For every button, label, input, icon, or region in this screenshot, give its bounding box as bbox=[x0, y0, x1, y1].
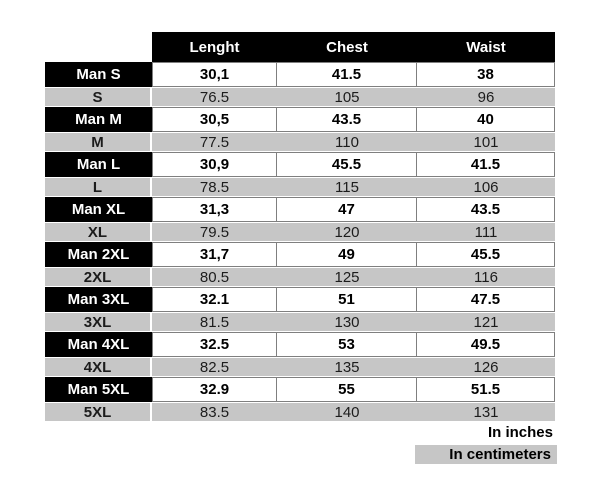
column-header-waist: Waist bbox=[466, 38, 506, 56]
size-table-body: Man S 30,1 41.5 38 S 76.5 105 96 Man M 30,5 43.5 40… bbox=[45, 62, 555, 421]
value-cell: 41.5 bbox=[417, 152, 555, 177]
value-cell: 45.5 bbox=[417, 242, 555, 267]
table-row-centimeters: XL 79.5 120 111 bbox=[45, 223, 555, 241]
value-cell: 116 bbox=[417, 268, 555, 286]
value-cell: 80.5 bbox=[152, 268, 277, 286]
value-cell: 82.5 bbox=[152, 358, 277, 376]
row-label: Man 3XL bbox=[45, 287, 152, 312]
table-row-centimeters: 5XL 83.5 140 131 bbox=[45, 403, 555, 421]
value-cell: 121 bbox=[417, 313, 555, 331]
table-row-centimeters: 2XL 80.5 125 116 bbox=[45, 268, 555, 286]
value-cell: 81.5 bbox=[152, 313, 277, 331]
value-cell: 31,7 bbox=[152, 242, 277, 267]
value-cell: 49 bbox=[277, 242, 417, 267]
value-cell: 140 bbox=[277, 403, 417, 421]
value-cell: 106 bbox=[417, 178, 555, 196]
row-label: 5XL bbox=[45, 403, 150, 421]
value-cell: 32.9 bbox=[152, 377, 277, 402]
row-label: 4XL bbox=[45, 358, 150, 376]
value-cell: 45.5 bbox=[277, 152, 417, 177]
row-label: Man 2XL bbox=[45, 242, 152, 267]
value-cell: 32.1 bbox=[152, 287, 277, 312]
table-row-inches: Man L 30,9 45.5 41.5 bbox=[45, 152, 555, 177]
legend-inches: In inches bbox=[487, 424, 553, 441]
value-cell: 77.5 bbox=[152, 133, 277, 151]
column-header-length: Lenght bbox=[189, 38, 240, 56]
row-label: M bbox=[45, 133, 150, 151]
value-cell: 105 bbox=[277, 88, 417, 106]
table-row-centimeters: L 78.5 115 106 bbox=[45, 178, 555, 196]
table-row-centimeters: 4XL 82.5 135 126 bbox=[45, 358, 555, 376]
value-cell: 49.5 bbox=[417, 332, 555, 357]
row-label: Man XL bbox=[45, 197, 152, 222]
value-cell: 30,1 bbox=[152, 62, 277, 87]
value-cell: 125 bbox=[277, 268, 417, 286]
value-cell: 130 bbox=[277, 313, 417, 331]
value-cell: 126 bbox=[417, 358, 555, 376]
value-cell: 101 bbox=[417, 133, 555, 151]
value-cell: 43.5 bbox=[277, 107, 417, 132]
header-bar: Lenght Chest Waist bbox=[152, 32, 555, 62]
value-cell: 79.5 bbox=[152, 223, 277, 241]
value-cell: 43.5 bbox=[417, 197, 555, 222]
row-label: XL bbox=[45, 223, 150, 241]
row-label: 2XL bbox=[45, 268, 150, 286]
value-cell: 51.5 bbox=[417, 377, 555, 402]
column-header-chest: Chest bbox=[326, 38, 368, 56]
value-cell: 135 bbox=[277, 358, 417, 376]
value-cell: 76.5 bbox=[152, 88, 277, 106]
value-cell: 96 bbox=[417, 88, 555, 106]
value-cell: 47.5 bbox=[417, 287, 555, 312]
table-row-inches: Man 3XL 32.1 51 47.5 bbox=[45, 287, 555, 312]
value-cell: 110 bbox=[277, 133, 417, 151]
value-cell: 38 bbox=[417, 62, 555, 87]
table-row-inches: Man 4XL 32.5 53 49.5 bbox=[45, 332, 555, 357]
row-label: 3XL bbox=[45, 313, 150, 331]
value-cell: 47 bbox=[277, 197, 417, 222]
size-table: Lenght Chest Waist Man S 30,1 41.5 38 S 76.5 1… bbox=[45, 32, 555, 422]
row-label: Man S bbox=[45, 62, 152, 87]
table-row-inches: Man S 30,1 41.5 38 bbox=[45, 62, 555, 87]
value-cell: 30,9 bbox=[152, 152, 277, 177]
value-cell: 30,5 bbox=[152, 107, 277, 132]
header-spacer bbox=[45, 32, 152, 62]
table-row-centimeters: S 76.5 105 96 bbox=[45, 88, 555, 106]
table-row-inches: Man 5XL 32.9 55 51.5 bbox=[45, 377, 555, 402]
table-row-inches: Man 2XL 31,7 49 45.5 bbox=[45, 242, 555, 267]
value-cell: 31,3 bbox=[152, 197, 277, 222]
legend: In inches In centimeters bbox=[45, 423, 557, 464]
row-label: Man M bbox=[45, 107, 152, 132]
value-cell: 41.5 bbox=[277, 62, 417, 87]
value-cell: 131 bbox=[417, 403, 555, 421]
row-label: Man 5XL bbox=[45, 377, 152, 402]
legend-centimeters: In centimeters bbox=[415, 445, 557, 464]
row-label: Man L bbox=[45, 152, 152, 177]
row-label: S bbox=[45, 88, 150, 106]
value-cell: 51 bbox=[277, 287, 417, 312]
value-cell: 55 bbox=[277, 377, 417, 402]
table-header-row: Lenght Chest Waist bbox=[45, 32, 555, 62]
value-cell: 115 bbox=[277, 178, 417, 196]
table-row-centimeters: M 77.5 110 101 bbox=[45, 133, 555, 151]
row-label: Man 4XL bbox=[45, 332, 152, 357]
table-row-inches: Man XL 31,3 47 43.5 bbox=[45, 197, 555, 222]
table-row-inches: Man M 30,5 43.5 40 bbox=[45, 107, 555, 132]
value-cell: 111 bbox=[417, 223, 555, 241]
value-cell: 78.5 bbox=[152, 178, 277, 196]
value-cell: 53 bbox=[277, 332, 417, 357]
row-label: L bbox=[45, 178, 150, 196]
table-row-centimeters: 3XL 81.5 130 121 bbox=[45, 313, 555, 331]
value-cell: 32.5 bbox=[152, 332, 277, 357]
value-cell: 83.5 bbox=[152, 403, 277, 421]
value-cell: 40 bbox=[417, 107, 555, 132]
value-cell: 120 bbox=[277, 223, 417, 241]
